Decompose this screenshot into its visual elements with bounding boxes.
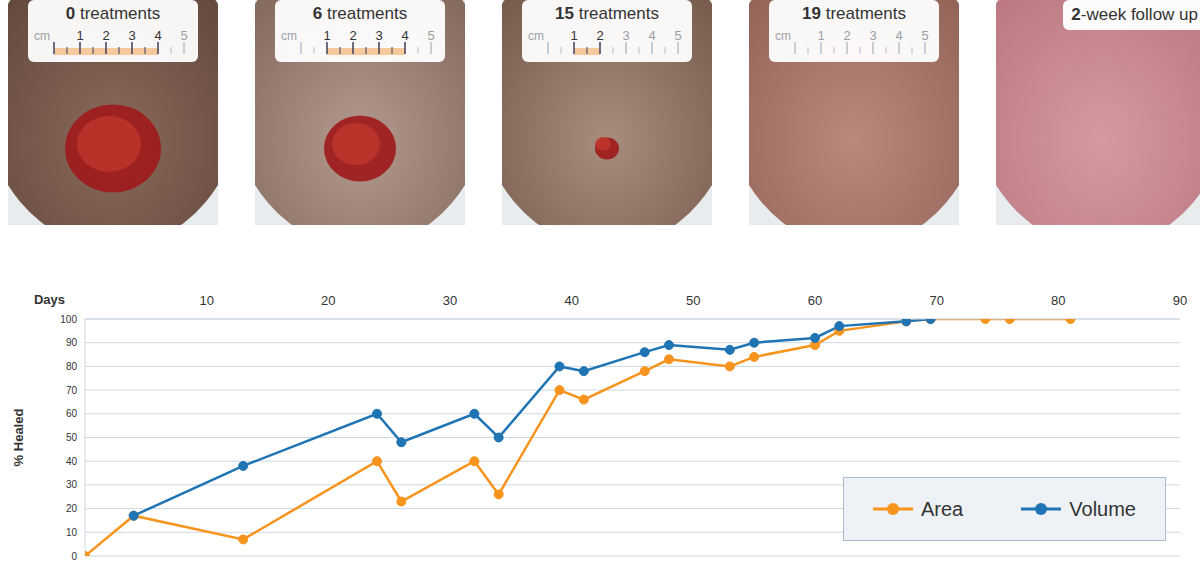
svg-text:70: 70: [66, 385, 78, 396]
html-text:2 -week follow up: 2 -week follow up: [1071, 5, 1198, 24]
svg-text:80: 80: [1051, 293, 1065, 308]
svg-text:70: 70: [929, 293, 943, 308]
svg-text:5: 5: [921, 28, 928, 43]
svg-text:40: 40: [564, 293, 578, 308]
svg-text:3: 3: [128, 28, 135, 43]
svg-text:5: 5: [180, 28, 187, 43]
svg-text:10: 10: [199, 293, 213, 308]
svg-text:10: 10: [66, 527, 78, 538]
svg-text:2: 2: [596, 28, 603, 43]
svg-text:90: 90: [1173, 293, 1187, 308]
svg-text:cm: cm: [775, 29, 791, 43]
svg-text:4: 4: [648, 28, 655, 43]
svg-text:Days: Days: [34, 292, 65, 307]
svg-text:0: 0: [71, 551, 77, 561]
svg-text:40: 40: [66, 456, 78, 467]
svg-text:2: 2: [349, 28, 356, 43]
svg-text:1: 1: [323, 28, 330, 43]
svg-text:80: 80: [66, 361, 78, 372]
svg-text:5: 5: [427, 28, 434, 43]
svg-text:3: 3: [869, 28, 876, 43]
html-text:Volume: Volume: [1069, 497, 1136, 520]
svg-text:50: 50: [686, 293, 700, 308]
svg-text:60: 60: [66, 408, 78, 419]
svg-text:4: 4: [401, 28, 408, 43]
svg-text:30: 30: [443, 293, 457, 308]
svg-text:20: 20: [66, 503, 78, 514]
html-text:6 treatments: 6 treatments: [312, 4, 408, 23]
svg-text:5: 5: [674, 28, 681, 43]
svg-text:4: 4: [895, 28, 902, 43]
svg-text:90: 90: [66, 337, 78, 348]
svg-text:1: 1: [817, 28, 824, 43]
svg-text:60: 60: [808, 293, 822, 308]
svg-text:2: 2: [102, 28, 109, 43]
svg-text:1: 1: [570, 28, 577, 43]
html-text:Area: Area: [921, 497, 964, 520]
svg-text:3: 3: [375, 28, 382, 43]
svg-text:100: 100: [60, 314, 77, 325]
svg-text:% Healed: % Healed: [11, 409, 26, 467]
svg-text:50: 50: [66, 432, 78, 443]
svg-text:30: 30: [66, 479, 78, 490]
svg-text:2: 2: [843, 28, 850, 43]
html-text:19 treatments: 19 treatments: [802, 4, 906, 23]
svg-text:cm: cm: [528, 29, 544, 43]
html-text:15 treatments: 15 treatments: [555, 4, 659, 23]
svg-text:20: 20: [321, 293, 335, 308]
svg-text:3: 3: [622, 28, 629, 43]
svg-text:1: 1: [76, 28, 83, 43]
svg-text:cm: cm: [281, 29, 297, 43]
svg-text:cm: cm: [34, 29, 50, 43]
html-text:0 treatments: 0 treatments: [65, 4, 161, 23]
svg-text:4: 4: [154, 28, 161, 43]
